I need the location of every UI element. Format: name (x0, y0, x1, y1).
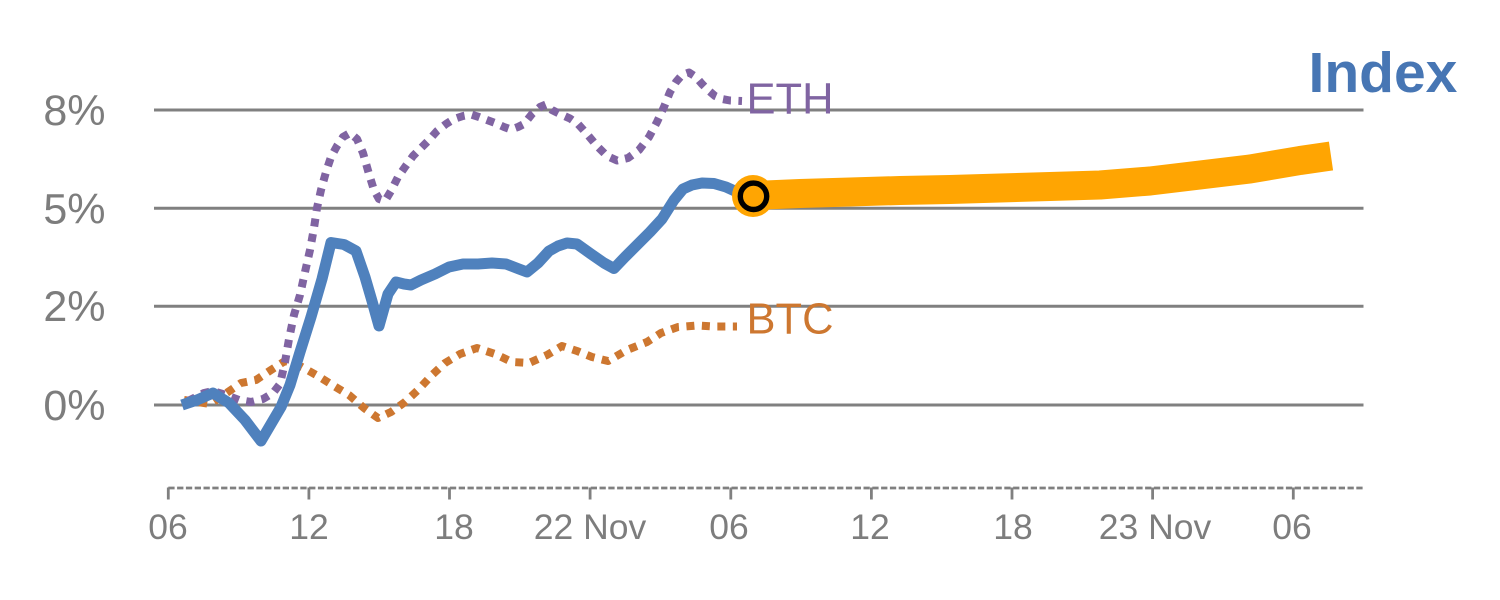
svg-text:06: 06 (1272, 507, 1312, 547)
svg-text:06: 06 (148, 507, 188, 547)
svg-text:12: 12 (850, 507, 890, 547)
svg-text:5%: 5% (43, 185, 105, 233)
svg-text:06: 06 (709, 507, 749, 547)
svg-text:BTC: BTC (747, 296, 834, 344)
svg-text:22 Nov: 22 Nov (534, 507, 647, 547)
svg-text:Index: Index (1309, 41, 1458, 105)
svg-text:2%: 2% (43, 283, 105, 331)
svg-text:18: 18 (993, 507, 1033, 547)
svg-text:0%: 0% (43, 382, 105, 430)
svg-text:12: 12 (289, 507, 329, 547)
svg-text:18: 18 (434, 507, 474, 547)
svg-text:23 Nov: 23 Nov (1099, 507, 1212, 547)
svg-text:ETH: ETH (747, 75, 834, 123)
svg-text:8%: 8% (43, 87, 105, 135)
